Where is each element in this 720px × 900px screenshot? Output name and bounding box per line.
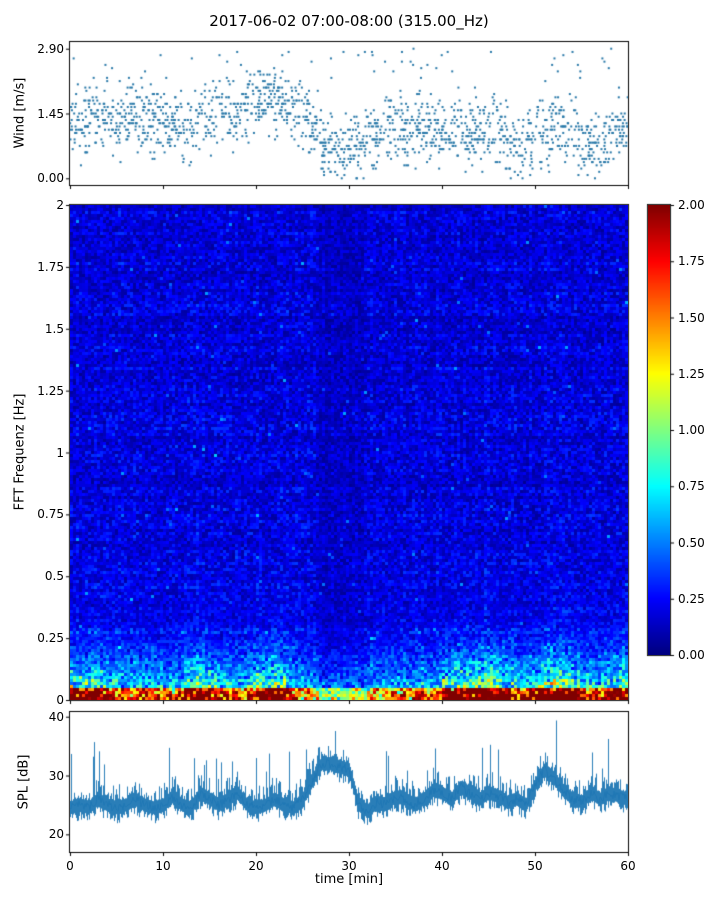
colorbar-tick-label: 1.25 xyxy=(678,366,705,381)
x-axis-label: time [min] xyxy=(314,872,384,887)
fft-y-tick-label: 0.25 xyxy=(37,631,64,646)
x-tick-label: 20 xyxy=(248,859,264,873)
wind-y-tick-label: 0.00 xyxy=(37,171,64,186)
spl-line-canvas xyxy=(70,712,628,852)
fft-y-tick-label: 1.5 xyxy=(44,321,64,336)
colorbar-tick-label: 0.75 xyxy=(678,479,705,494)
colorbar-tick-label: 1.50 xyxy=(678,310,705,325)
colorbar-tick-label: 0.50 xyxy=(678,535,705,550)
colorbar-tick-label: 1.75 xyxy=(678,254,705,269)
colorbar xyxy=(648,205,670,655)
colorbar-tick-label: 0.00 xyxy=(678,648,705,662)
fft-y-tick-label: 1.75 xyxy=(37,259,64,274)
spl-y-tick-label: 40 xyxy=(48,709,64,724)
colorbar-tick-label: 0.25 xyxy=(678,591,705,606)
spl-y-tick-label: 20 xyxy=(48,827,64,842)
x-tick-label: 0 xyxy=(66,859,74,873)
spl-y-tick-label: 30 xyxy=(48,768,64,783)
wind-scatter-canvas xyxy=(70,42,628,185)
wind-y-tick-label: 1.45 xyxy=(37,106,64,121)
wind-y-tick-label: 2.90 xyxy=(37,41,64,56)
x-tick-label: 10 xyxy=(155,859,171,873)
fft-y-tick-label: 0.75 xyxy=(37,507,64,522)
x-tick-label: 60 xyxy=(620,859,636,873)
fft-y-tick-label: 1.25 xyxy=(37,383,64,398)
colorbar-tick-label: 1.00 xyxy=(678,423,705,437)
fft-y-tick-label: 2 xyxy=(56,198,64,212)
fft-y-tick-label: 1 xyxy=(56,445,64,460)
x-tick-label: 50 xyxy=(527,859,543,873)
x-tick-label: 40 xyxy=(434,859,450,873)
fft-y-tick-label: 0.5 xyxy=(44,569,64,584)
fft-y-tick-label: 0 xyxy=(56,693,64,707)
spl-y-axis-label: SPL [dB] xyxy=(16,754,32,810)
x-tick-label: 30 xyxy=(341,859,357,873)
colorbar-tick-label: 2.00 xyxy=(678,198,705,212)
spectrogram-canvas xyxy=(70,205,628,700)
